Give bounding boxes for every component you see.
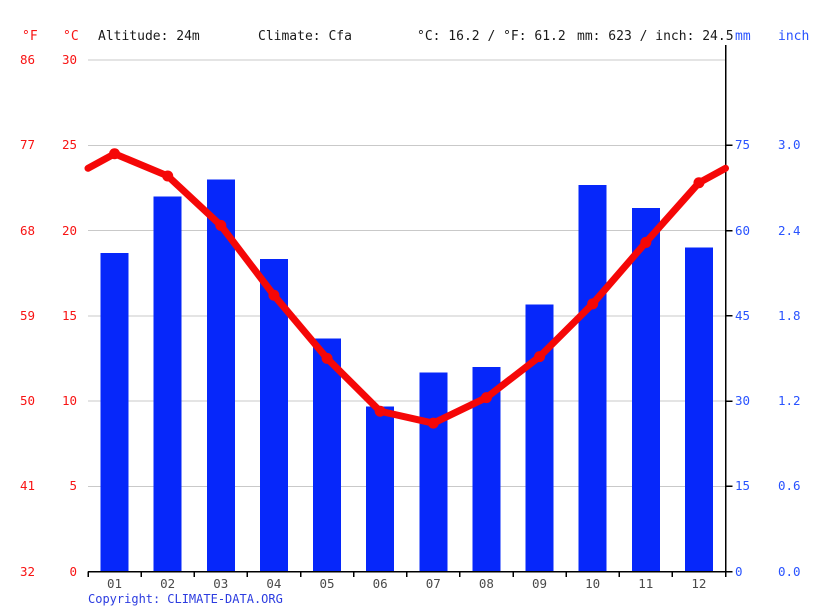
temperature-point-11 <box>640 236 652 248</box>
inch-axis-tick-label: 0.6 <box>778 478 801 494</box>
temperature-point-05 <box>321 352 333 364</box>
c-axis-tick-label: 15 <box>61 307 77 323</box>
precip-bar-05 <box>313 338 342 572</box>
c-axis-tick-label: 10 <box>61 393 77 408</box>
inch-axis-tick-label: 0.0 <box>778 563 801 579</box>
temperature-point-08 <box>480 392 492 404</box>
c-axis-tick-label: 20 <box>61 222 77 238</box>
mm-unit-label: mm <box>735 29 751 44</box>
month-label: 10 <box>585 576 601 591</box>
c-axis-tick-label: 0 <box>69 563 77 579</box>
precip-bar-06 <box>366 406 395 572</box>
f-axis-tick-label: 86 <box>19 52 35 67</box>
temperature-point-07 <box>427 417 439 429</box>
f-axis-tick-label: 32 <box>19 563 35 579</box>
temperature-point-10 <box>587 298 599 310</box>
month-label: 12 <box>691 576 707 591</box>
precipitation-summary: mm: 623 / inch: 24.5 <box>577 29 734 44</box>
precip-bar-03 <box>206 179 235 572</box>
copyright: Copyright: CLIMATE-DATA.ORG <box>88 592 283 607</box>
mm-axis-tick-label: 30 <box>735 393 751 408</box>
month-label: 09 <box>532 576 548 591</box>
fahrenheit-unit-label: °F <box>22 29 38 44</box>
climate-type-label: Climate: Cfa <box>258 29 352 44</box>
precip-bar-07 <box>419 372 448 572</box>
f-axis-tick-label: 41 <box>19 478 35 494</box>
mm-axis-tick-label: 45 <box>735 307 751 323</box>
temperature-point-06 <box>374 405 386 417</box>
mm-axis-tick-label: 15 <box>735 478 751 494</box>
month-label: 03 <box>213 576 229 591</box>
mm-axis-tick-label: 60 <box>735 222 751 238</box>
c-axis-tick-label: 5 <box>69 478 77 494</box>
f-axis-tick-label: 59 <box>19 307 35 323</box>
month-label: 02 <box>160 576 176 591</box>
f-axis-tick-label: 68 <box>19 222 35 238</box>
altitude-label: Altitude: 24m <box>98 29 200 44</box>
copyright-link[interactable]: CLIMATE-DATA.ORG <box>167 592 283 606</box>
inch-unit-label: inch <box>778 29 810 44</box>
temperature-point-01 <box>109 148 121 160</box>
month-label: 04 <box>266 576 282 591</box>
inch-axis-tick-label: 1.8 <box>778 307 801 323</box>
inch-axis-tick-label: 2.4 <box>778 222 801 238</box>
celsius-unit-label: °C <box>63 29 79 44</box>
month-label: 11 <box>638 576 654 591</box>
precip-bar-02 <box>153 196 182 572</box>
precip-bar-11 <box>631 207 660 572</box>
mm-axis-tick-label: 75 <box>735 137 751 153</box>
month-label: 01 <box>107 576 123 591</box>
copyright-label: Copyright: <box>88 592 161 606</box>
f-axis-tick-label: 77 <box>19 137 35 153</box>
month-label: 07 <box>425 576 441 591</box>
c-axis-tick-label: 25 <box>61 137 77 153</box>
month-label: 06 <box>372 576 388 591</box>
precip-bar-12 <box>684 247 713 572</box>
f-axis-tick-label: 50 <box>19 393 35 408</box>
month-label: 05 <box>319 576 335 591</box>
precip-bar-01 <box>100 253 129 572</box>
mm-axis-tick-label: 0 <box>735 563 743 579</box>
month-label: 08 <box>478 576 494 591</box>
c-axis-tick-label: 30 <box>61 52 77 67</box>
temperature-summary: °C: 16.2 / °F: 61.2 <box>417 29 566 44</box>
temperature-point-09 <box>534 351 546 363</box>
inch-axis-tick-label: 1.2 <box>778 393 801 408</box>
inch-axis-tick-label: 3.0 <box>778 137 801 153</box>
temperature-line <box>84 150 729 427</box>
temperature-point-03 <box>215 219 227 231</box>
temperature-point-04 <box>268 289 280 301</box>
temperature-point-02 <box>162 170 174 182</box>
temperature-point-12 <box>693 177 705 189</box>
precip-bar-10 <box>578 185 607 572</box>
